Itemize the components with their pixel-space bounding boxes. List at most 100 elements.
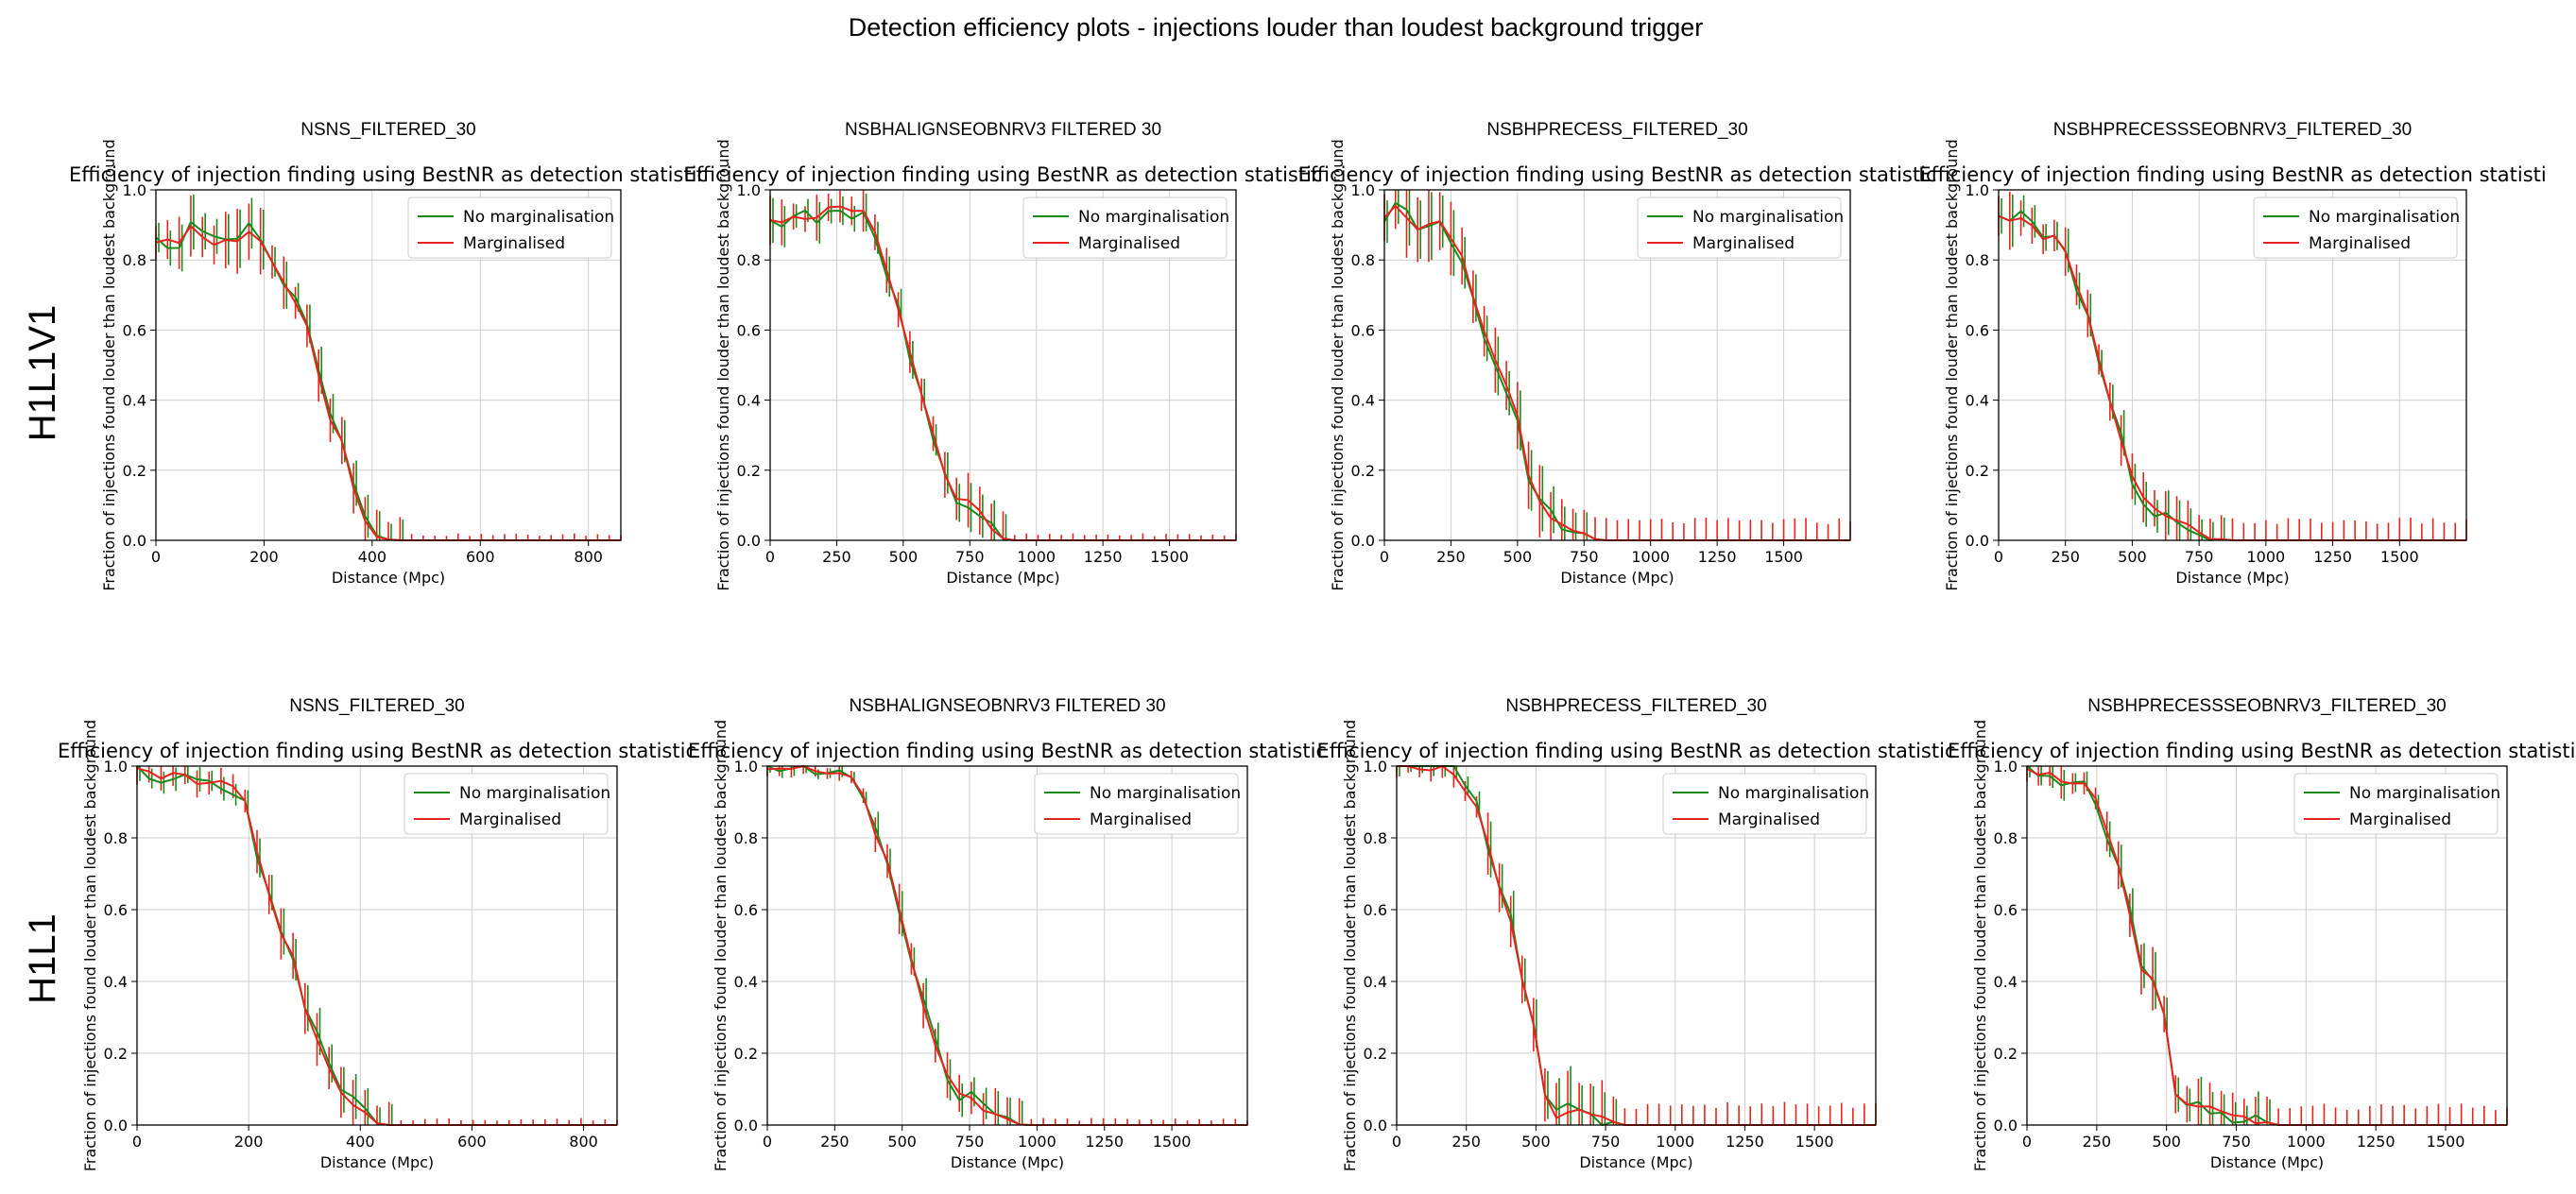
legend-label-marginalised: Marginalised bbox=[463, 234, 565, 253]
x-tick-label: 1500 bbox=[2427, 1133, 2465, 1151]
legend-box bbox=[2293, 773, 2499, 835]
x-tick-label: 1000 bbox=[1656, 1133, 1694, 1151]
y-tick-label: 0.4 bbox=[734, 973, 758, 991]
y-tick-label: 0.8 bbox=[1351, 251, 1375, 269]
panel-title: NSBHPRECESS_FILTERED_30 bbox=[1505, 696, 1766, 716]
y-tick-label: 0.0 bbox=[1994, 1117, 2018, 1134]
y-axis-label: Fraction of injections found louder than… bbox=[1943, 139, 1961, 590]
chart-panel: NSBHALIGNSEOBNRV3 FILTERED 30 Efficiency … bbox=[688, 696, 1327, 1171]
x-tick-label: 1500 bbox=[1795, 1133, 1834, 1151]
chart-subtitle: Efficiency of injection finding using Be… bbox=[1317, 740, 1956, 762]
x-tick-label: 1250 bbox=[1726, 1133, 1764, 1151]
legend-box bbox=[1022, 196, 1228, 259]
x-tick-label: 0 bbox=[2022, 1133, 2032, 1151]
legend-label-no-marginalisation: No marginalisation bbox=[2349, 784, 2500, 803]
x-axis-label: Distance (Mpc) bbox=[2210, 1153, 2324, 1171]
legend: No marginalisation Marginalised bbox=[1022, 196, 1229, 259]
plot-frame bbox=[1396, 765, 1877, 1126]
y-tick-label: 0.2 bbox=[734, 1045, 758, 1063]
panel-title: NSBHPRECESS_FILTERED_30 bbox=[1486, 120, 1747, 140]
panel-title: NSNS_FILTERED_30 bbox=[289, 696, 465, 716]
chart-panel: NSBHPRECESSSEOBNRV3_FILTERED_30 Efficienc… bbox=[1918, 120, 2546, 591]
chart-subtitle: Efficiency of injection finding using Be… bbox=[688, 740, 1327, 762]
x-tick-label: 1500 bbox=[1764, 548, 1803, 566]
y-tick-label: 0.8 bbox=[1994, 829, 2018, 847]
x-tick-label: 800 bbox=[574, 548, 603, 566]
y-axis-label: Fraction of injections found louder than… bbox=[1341, 720, 1359, 1171]
legend-box bbox=[1637, 196, 1842, 259]
y-axis-label: Fraction of injections found louder than… bbox=[712, 720, 730, 1171]
plot-frame bbox=[136, 765, 618, 1126]
y-tick-label: 0.8 bbox=[737, 251, 761, 269]
y-tick-label: 1.0 bbox=[737, 181, 761, 199]
legend: No marginalisation Marginalised bbox=[2293, 773, 2500, 835]
y-tick-label: 1.0 bbox=[1966, 181, 1989, 199]
x-tick-label: 750 bbox=[955, 1133, 985, 1151]
panel-title: NSBHALIGNSEOBNRV3 FILTERED 30 bbox=[849, 696, 1165, 716]
x-axis-label: Distance (Mpc) bbox=[320, 1153, 434, 1171]
legend-label-no-marginalisation: No marginalisation bbox=[1718, 784, 1869, 803]
chart-panel: NSNS_FILTERED_30 Efficiency of injection … bbox=[69, 120, 708, 591]
x-tick-label: 1000 bbox=[1018, 1133, 1056, 1151]
y-tick-label: 1.0 bbox=[734, 758, 758, 776]
x-tick-label: 750 bbox=[2185, 548, 2214, 566]
figure-title: Detection efficiency plots - injections … bbox=[849, 13, 1704, 42]
x-tick-label: 1500 bbox=[1150, 548, 1189, 566]
y-tick-label: 0.4 bbox=[1364, 973, 1387, 991]
x-tick-label: 500 bbox=[889, 548, 919, 566]
legend: No marginalisation Marginalised bbox=[1034, 773, 1241, 835]
y-tick-label: 0.2 bbox=[1966, 462, 1989, 480]
x-tick-label: 600 bbox=[457, 1133, 487, 1151]
legend-label-marginalised: Marginalised bbox=[2349, 810, 2451, 829]
legend-label-marginalised: Marginalised bbox=[1718, 810, 1820, 829]
plot-frame bbox=[2026, 765, 2508, 1126]
chart-subtitle: Efficiency of injection finding using Be… bbox=[684, 163, 1323, 186]
y-tick-label: 0.2 bbox=[1994, 1045, 2018, 1063]
panel-title: NSBHALIGNSEOBNRV3 FILTERED 30 bbox=[845, 120, 1161, 140]
legend: No marginalisation Marginalised bbox=[407, 196, 614, 259]
x-tick-label: 0 bbox=[1380, 548, 1389, 566]
legend-label-no-marginalisation: No marginalisation bbox=[1090, 784, 1241, 803]
x-axis-label: Distance (Mpc) bbox=[951, 1153, 1064, 1171]
legend-label-no-marginalisation: No marginalisation bbox=[2309, 208, 2460, 227]
y-tick-label: 0.2 bbox=[1351, 462, 1375, 480]
legend-box bbox=[407, 196, 612, 259]
x-tick-label: 0 bbox=[1994, 548, 2003, 566]
x-axis-label: Distance (Mpc) bbox=[1579, 1153, 1692, 1171]
x-tick-label: 500 bbox=[1521, 1133, 1551, 1151]
chart-panel: NSBHPRECESSSEOBNRV3_FILTERED_30 Efficienc… bbox=[1948, 696, 2576, 1171]
x-tick-label: 1500 bbox=[1153, 1133, 1192, 1151]
y-tick-label: 0.8 bbox=[734, 829, 758, 847]
x-tick-label: 250 bbox=[820, 1133, 850, 1151]
panel-title: NSBHPRECESSSEOBNRV3_FILTERED_30 bbox=[2087, 696, 2446, 716]
row-label: H1L1V1 bbox=[22, 305, 63, 442]
x-tick-label: 750 bbox=[2222, 1133, 2251, 1151]
x-tick-label: 1250 bbox=[2357, 1133, 2396, 1151]
y-tick-label: 0.8 bbox=[1364, 829, 1387, 847]
legend-box bbox=[404, 773, 609, 835]
chart-subtitle: Efficiency of injection finding using Be… bbox=[1948, 740, 2576, 762]
legend: No marginalisation Marginalised bbox=[1637, 196, 1844, 259]
x-tick-label: 1250 bbox=[1085, 1133, 1124, 1151]
x-tick-label: 250 bbox=[822, 548, 851, 566]
chart-subtitle: Efficiency of injection finding using Be… bbox=[58, 740, 696, 762]
x-tick-label: 1250 bbox=[1084, 548, 1123, 566]
row-label: H1L1 bbox=[22, 913, 63, 1004]
x-tick-label: 600 bbox=[466, 548, 495, 566]
y-tick-label: 0.6 bbox=[1966, 321, 1989, 339]
x-tick-label: 1000 bbox=[2246, 548, 2285, 566]
chart-panel: NSNS_FILTERED_30 Efficiency of injection … bbox=[58, 696, 696, 1171]
y-tick-label: 0.4 bbox=[1994, 973, 2018, 991]
legend-label-no-marginalisation: No marginalisation bbox=[1078, 208, 1229, 227]
x-tick-label: 200 bbox=[249, 548, 279, 566]
x-axis-label: Distance (Mpc) bbox=[946, 569, 1059, 587]
y-tick-label: 0.6 bbox=[1351, 321, 1375, 339]
chart-subtitle: Efficiency of injection finding using Be… bbox=[1298, 163, 1937, 186]
series-line-marginalised bbox=[155, 224, 621, 541]
y-tick-label: 1.0 bbox=[104, 758, 128, 776]
legend-box bbox=[1662, 773, 1867, 835]
y-tick-label: 0.2 bbox=[1364, 1045, 1387, 1063]
x-tick-label: 1250 bbox=[1698, 548, 1737, 566]
y-tick-label: 0.0 bbox=[104, 1117, 128, 1134]
